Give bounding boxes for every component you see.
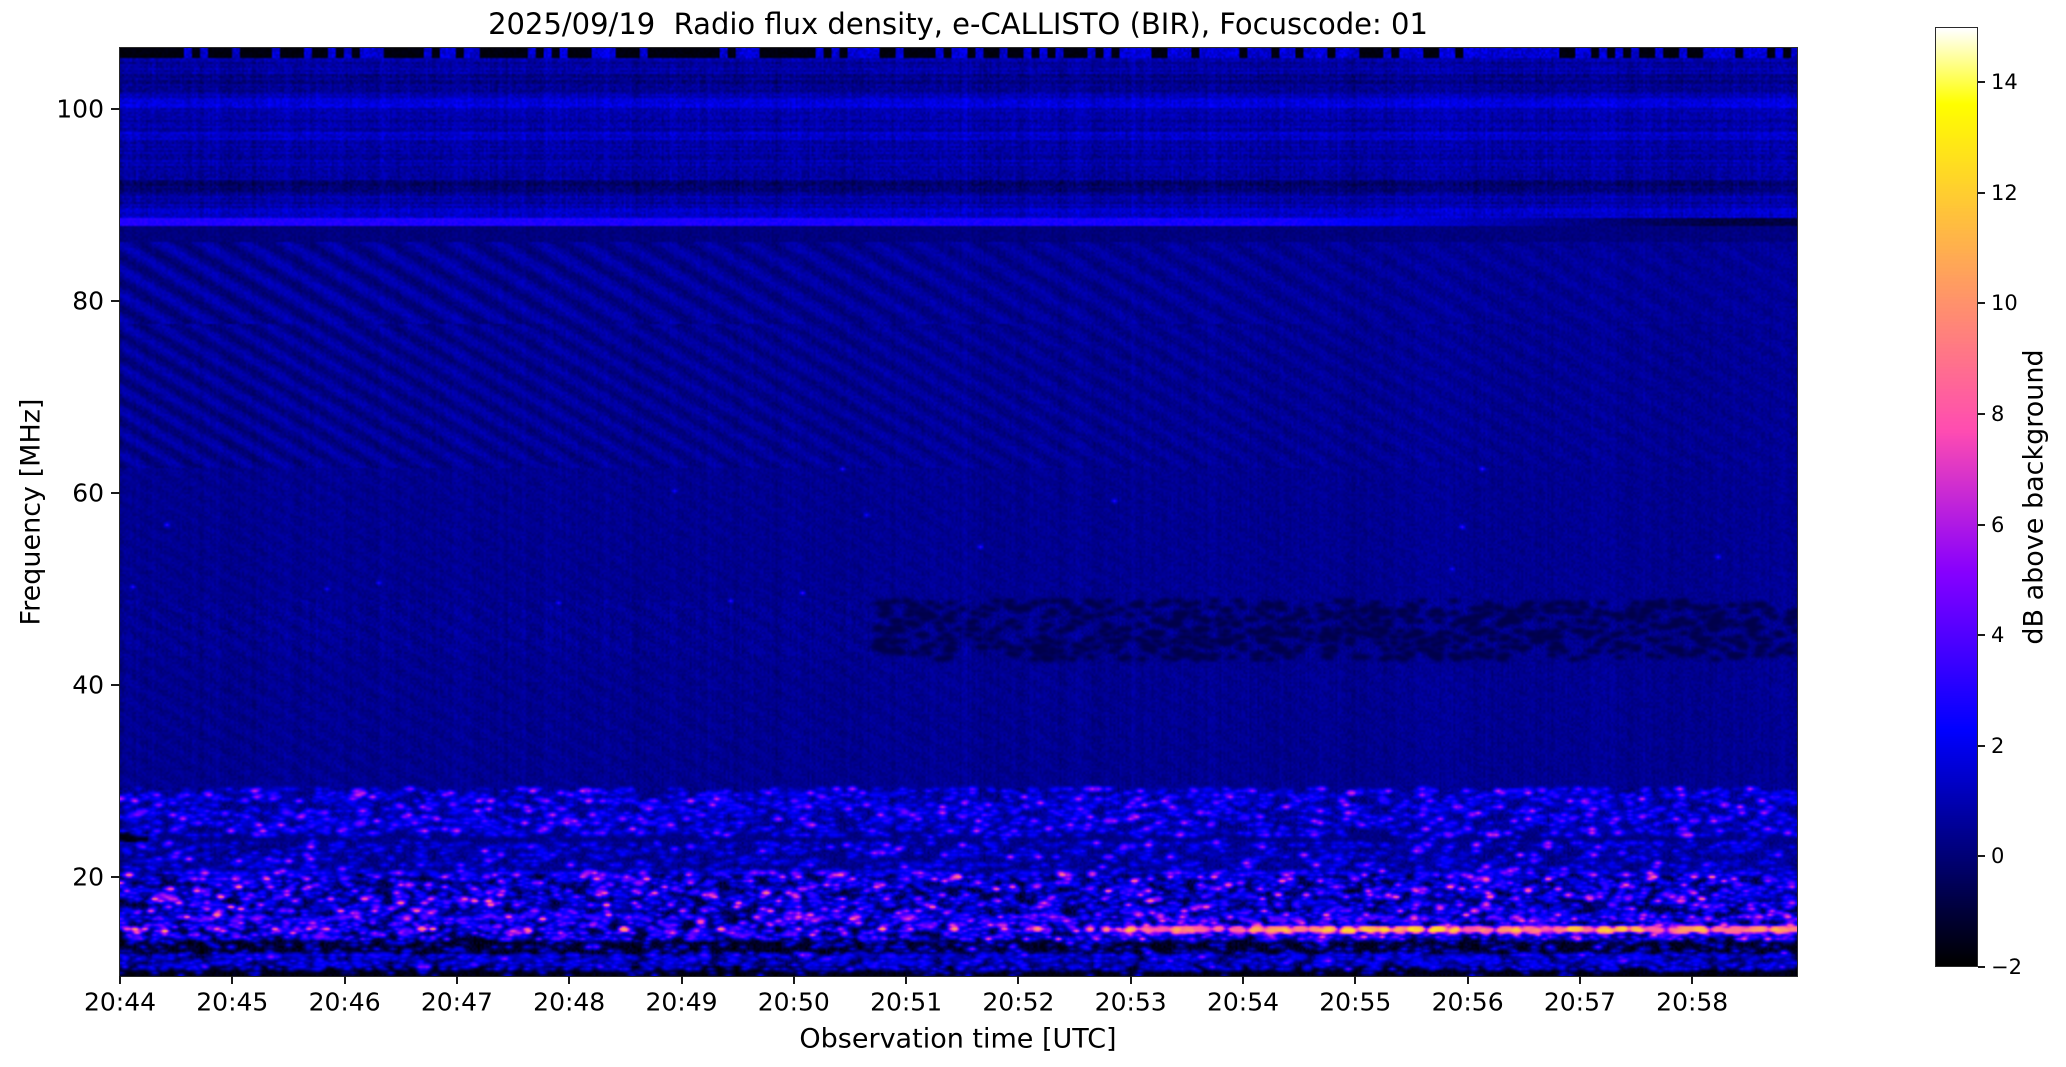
spectrogram-plot-area	[119, 47, 1798, 977]
colorbar-tick-label: 14	[1991, 70, 2018, 95]
x-tick-label: 20:57	[1543, 987, 1616, 1017]
y-tick-label: 60	[72, 478, 104, 508]
x-tick-mark	[343, 976, 346, 984]
colorbar-tick-mark	[1978, 744, 1985, 747]
colorbar-tick-mark	[1978, 966, 1985, 968]
colorbar-tick-label: 8	[1991, 402, 2005, 427]
x-tick-label: 20:55	[1319, 987, 1392, 1017]
x-tick-label: 20:52	[982, 987, 1055, 1017]
x-tick-label: 20:50	[757, 987, 830, 1017]
spectrogram-canvas	[120, 48, 1797, 976]
x-tick-mark	[455, 976, 458, 984]
colorbar-tick-label: 4	[1991, 623, 2005, 648]
x-tick-label: 20:58	[1656, 987, 1729, 1017]
colorbar-tick-mark	[1978, 191, 1985, 194]
x-tick-label: 20:44	[83, 987, 157, 1017]
x-tick-label: 20:45	[196, 987, 269, 1017]
x-tick-label: 20:49	[645, 987, 718, 1017]
x-tick-mark	[1129, 976, 1132, 984]
x-tick-mark	[568, 976, 571, 984]
colorbar-tick-mark	[1978, 413, 1985, 416]
x-tick-mark	[1242, 976, 1244, 984]
colorbar-tick-label: −2	[1991, 955, 2022, 979]
x-tick-mark	[1466, 976, 1469, 984]
y-axis-label: Frequency [MHz]	[15, 398, 47, 626]
x-tick-label: 20:54	[1206, 987, 1280, 1017]
colorbar-tick-label: 0	[1991, 844, 2005, 869]
colorbar-tick-mark	[1978, 523, 1985, 526]
x-tick-mark	[792, 976, 795, 984]
y-tick-label: 40	[72, 670, 104, 700]
y-tick-mark	[111, 491, 120, 494]
x-tick-mark	[1354, 976, 1357, 984]
x-tick-mark	[1578, 976, 1581, 984]
colorbar-tick-mark	[1978, 855, 1985, 858]
x-tick-label: 20:47	[420, 987, 493, 1017]
y-tick-label: 80	[72, 286, 104, 316]
colorbar-tick-label: 12	[1991, 180, 2018, 205]
y-tick-mark	[111, 683, 120, 686]
x-tick-mark	[905, 976, 908, 984]
x-tick-label: 20:51	[870, 987, 943, 1017]
y-tick-mark	[111, 107, 120, 110]
x-tick-label: 20:53	[1094, 987, 1167, 1017]
x-tick-mark	[1691, 976, 1694, 984]
x-axis-label: Observation time [UTC]	[799, 1023, 1117, 1055]
x-tick-mark	[231, 976, 234, 984]
colorbar	[1935, 27, 1978, 967]
colorbar-tick-label: 10	[1991, 291, 2018, 316]
colorbar-tick-label: 2	[1991, 733, 2005, 758]
y-tick-mark	[111, 876, 120, 879]
y-tick-mark	[111, 299, 120, 302]
chart-title: 2025/09/19 Radio flux density, e-CALLIST…	[488, 7, 1428, 41]
x-tick-label: 20:48	[533, 987, 606, 1017]
x-tick-label: 20:46	[308, 987, 381, 1017]
colorbar-tick-label: 6	[1991, 512, 2005, 537]
colorbar-tick-mark	[1978, 634, 1985, 637]
colorbar-canvas	[1936, 28, 1977, 966]
colorbar-tick-mark	[1978, 302, 1985, 305]
x-tick-mark	[119, 976, 121, 984]
y-tick-label: 100	[56, 94, 104, 124]
x-tick-label: 20:56	[1431, 987, 1504, 1017]
y-tick-label: 20	[72, 862, 104, 892]
colorbar-label: dB above background	[2018, 349, 2050, 645]
x-tick-mark	[680, 976, 683, 984]
colorbar-tick-mark	[1978, 81, 1985, 84]
x-tick-mark	[1017, 976, 1020, 984]
